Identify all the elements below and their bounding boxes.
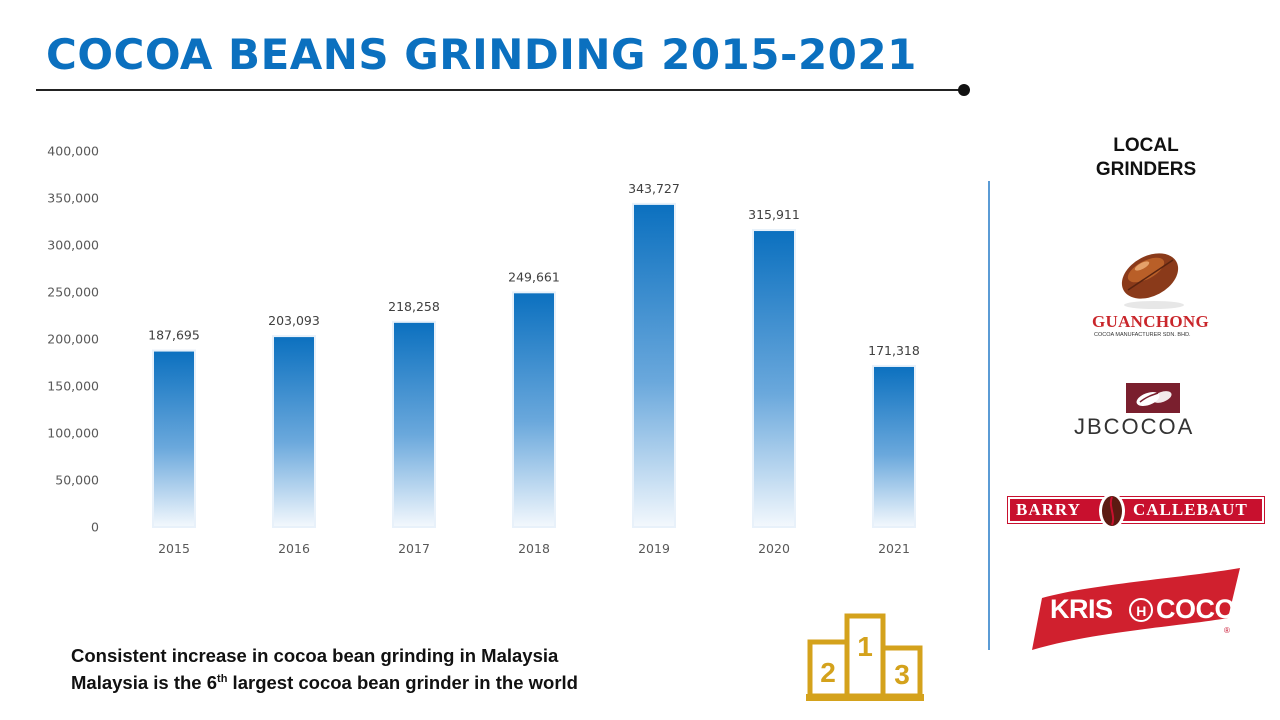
- page-title: COCOA BEANS GRINDING 2015-2021: [46, 30, 917, 79]
- y-tick-label: 150,000: [47, 379, 99, 394]
- y-tick-label: 350,000: [47, 191, 99, 206]
- y-tick-label: 400,000: [47, 144, 99, 159]
- y-tick-label: 200,000: [47, 332, 99, 347]
- local-grinders-line1: LOCAL: [1113, 135, 1179, 156]
- kris-h-letter: H: [1136, 603, 1146, 619]
- y-tick-label: 300,000: [47, 238, 99, 253]
- guan-chong-subtext: COCOA MANUFACTURER SDN. BHD.: [1094, 332, 1191, 338]
- x-tick-label: 2020: [758, 541, 790, 556]
- data-label-2016: 203,093: [268, 313, 320, 328]
- podium-first-label: 1: [857, 631, 873, 662]
- bar-2015: [152, 349, 196, 529]
- title-underline-dot: [958, 84, 970, 96]
- data-label-2019: 343,727: [628, 181, 680, 196]
- data-label-2017: 218,258: [388, 299, 440, 314]
- data-labels: 187,695 203,093 218,258 249,661 343,727 315,9…: [148, 181, 920, 358]
- note-line-2-start: Malaysia is the 6: [71, 672, 218, 693]
- guan-chong-logo: GUANCHONG COCOA MANUFACTURER SDN. BHD.: [1088, 250, 1209, 342]
- y-tick-label: 100,000: [47, 426, 99, 441]
- kris-text: KRIS: [1050, 594, 1113, 624]
- title-underline: [36, 89, 964, 91]
- bar-2017: [392, 320, 436, 529]
- bar-2016: [272, 335, 316, 529]
- sidebar-divider: [988, 181, 990, 650]
- x-tick-label: 2016: [278, 541, 310, 556]
- krishcoco-logo: KRIS H COCO ®: [1032, 566, 1244, 652]
- bar-chart: 0 50,000 100,000 150,000 200,000 250,000 300,0…: [47, 144, 920, 557]
- cocoa-bean-icon: [1121, 253, 1184, 309]
- x-tick-label: 2017: [398, 541, 430, 556]
- podium-icon: 2 1 3: [806, 613, 924, 701]
- data-label-2018: 249,661: [508, 269, 560, 284]
- podium-third-label: 3: [894, 659, 910, 690]
- y-tick-label: 250,000: [47, 285, 99, 300]
- x-tick-label: 2015: [158, 541, 190, 556]
- data-label-2015: 187,695: [148, 328, 200, 343]
- barry-wordmark: BARRY: [1016, 500, 1081, 519]
- guan-chong-wordmark: GUANCHONG: [1092, 312, 1209, 331]
- data-label-2020: 315,911: [748, 207, 800, 222]
- callebaut-wordmark: CALLEBAUT: [1133, 500, 1248, 519]
- note-line-1: Consistent increase in cocoa bean grindi…: [71, 645, 559, 666]
- x-tick-label: 2018: [518, 541, 550, 556]
- barry-callebaut-banner: [1007, 496, 1265, 524]
- x-tick-label: 2019: [638, 541, 670, 556]
- x-axis: 2015 2016 2017 2018 2019 2020 2021: [158, 541, 910, 556]
- y-tick-label: 0: [91, 520, 99, 535]
- krishcoco-h-emblem: H: [1129, 598, 1153, 622]
- local-grinders-heading: LOCAL GRINDERS: [1066, 134, 1226, 182]
- bar-series: [152, 202, 916, 529]
- note-line-2-end: largest cocoa bean grinder in the world: [227, 672, 578, 693]
- cocoa-bean-icon: [1099, 493, 1125, 529]
- bar-2020: [752, 229, 796, 528]
- y-axis: 0 50,000 100,000 150,000 200,000 250,000 300,0…: [47, 144, 99, 535]
- local-grinders-line2: GRINDERS: [1095, 159, 1197, 180]
- jb-cocoa-emblem: [1126, 383, 1180, 413]
- barry-callebaut-logo: BARRY CALLEBAUT: [1007, 492, 1265, 530]
- registered-mark: ®: [1224, 626, 1230, 635]
- jb-cocoa-wordmark: JBCOCOA: [1074, 414, 1195, 439]
- key-notes: Consistent increase in cocoa bean grindi…: [71, 642, 578, 696]
- jb-cocoa-logo: JBCOCOA: [1068, 381, 1204, 439]
- podium-second-label: 2: [820, 657, 836, 688]
- ordinal-suffix: th: [217, 672, 228, 685]
- x-tick-label: 2021: [878, 541, 910, 556]
- coco-text: COCO: [1156, 594, 1236, 624]
- y-tick-label: 50,000: [55, 473, 99, 488]
- bar-2018: [512, 291, 556, 528]
- cocoa-pod-icon: [1136, 391, 1172, 406]
- bar-2021: [872, 364, 916, 529]
- bar-2019: [632, 202, 676, 529]
- note-line-2: Malaysia is the 6th largest cocoa bean g…: [71, 669, 578, 696]
- data-label-2021: 171,318: [868, 343, 920, 358]
